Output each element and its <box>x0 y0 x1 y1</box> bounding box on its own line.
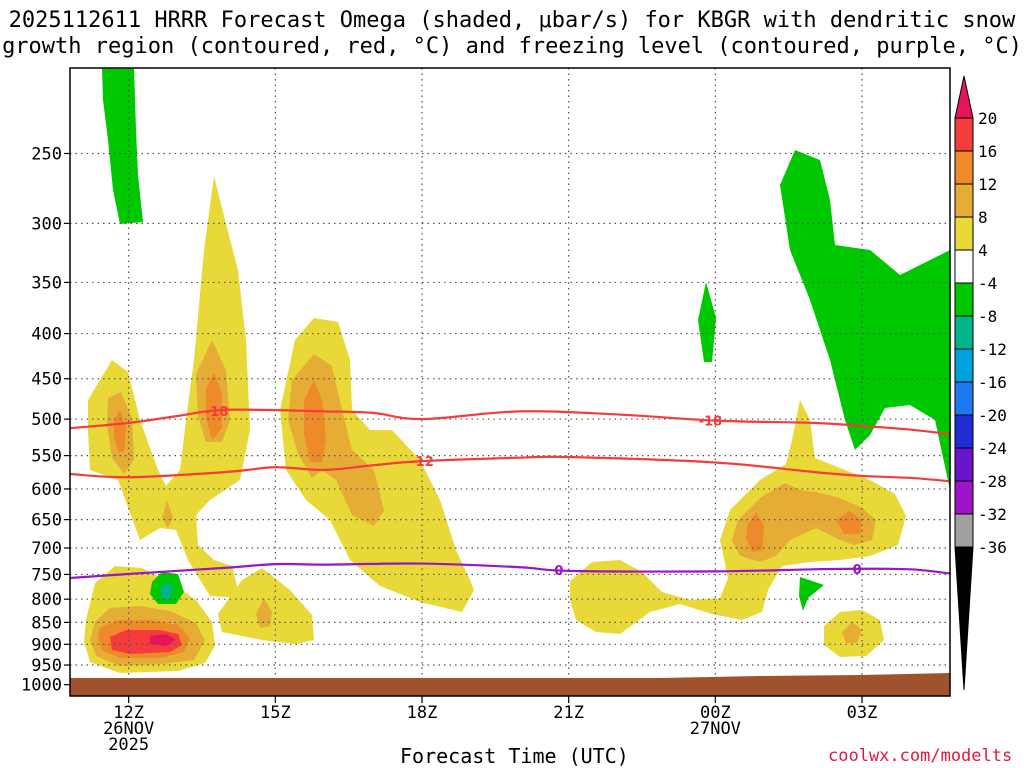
omega-region-dark-orange <box>304 380 326 462</box>
chart-title-line-2: growth region (contoured, red, °C) and f… <box>2 34 1022 59</box>
y-tick-label: 800 <box>31 590 62 610</box>
terrain-ground <box>70 673 950 696</box>
omega-region-green <box>698 282 716 362</box>
chart-title-line-1: 2025112611 HRRR Forecast Omega (shaded, … <box>8 8 1016 33</box>
y-tick-label: 350 <box>31 273 62 293</box>
y-tick-label: 650 <box>31 511 62 531</box>
colorbar-swatch <box>954 282 974 317</box>
colorbar-swatch <box>954 150 974 185</box>
y-tick-label: 700 <box>31 539 62 559</box>
grid-lines <box>70 68 950 696</box>
y-tick-label: 450 <box>31 370 62 390</box>
x-tick-label: 18Z <box>407 703 438 723</box>
colorbar-label: -12 <box>978 340 1007 359</box>
y-tick-label: 600 <box>31 480 62 500</box>
colorbar-swatch <box>954 315 974 350</box>
omega-region-dark-orange <box>206 372 222 440</box>
colorbar-label: 16 <box>978 142 997 161</box>
plot-frame <box>69 67 951 697</box>
colorbar-label: 8 <box>978 208 988 227</box>
omega-region-orange <box>162 500 173 528</box>
temperature-contours: -18 -18 -12 0 0 <box>69 405 951 580</box>
x-tick-label: 03Z <box>847 703 878 723</box>
colorbar-swatch <box>954 348 974 383</box>
colorbar-label: -8 <box>978 307 997 326</box>
colorbar-swatch <box>954 216 974 251</box>
colorbar-label: 20 <box>978 109 997 128</box>
omega-shading <box>84 68 950 673</box>
contour-label: 0 <box>554 564 563 579</box>
colorbar-label: 12 <box>978 175 997 194</box>
y-tick-label: 750 <box>31 565 62 585</box>
colorbar: 20 16 12 8 4 -4 -8 -12 -16 -20 -24 -28 -32 -36 <box>954 75 1007 691</box>
colorbar-label: -36 <box>978 538 1007 557</box>
colorbar-label: -32 <box>978 505 1007 524</box>
colorbar-label: -4 <box>978 274 997 293</box>
y-tick-label: 400 <box>31 325 62 345</box>
x-tick-label: 15Z <box>260 703 291 723</box>
y-tick-label: 1000 <box>21 676 62 696</box>
omega-region-green <box>799 577 824 611</box>
x-tick-label: 00Z <box>700 703 731 723</box>
contour-label: -18 <box>205 405 229 420</box>
colorbar-swatch <box>954 183 974 218</box>
x-tick-label: 12Z <box>113 703 144 723</box>
colorbar-label: -28 <box>978 472 1007 491</box>
x-tick-label: 2025 <box>108 735 149 755</box>
colorbar-label: -16 <box>978 373 1007 392</box>
omega-region-magenta <box>150 634 176 646</box>
x-tick-label: 27NOV <box>690 719 741 739</box>
omega-region-green <box>780 150 950 490</box>
y-axis: 2503003504004505005506006507007508008509… <box>21 144 70 696</box>
x-axis-label: Forecast Time (UTC) <box>400 744 629 768</box>
colorbar-label: 4 <box>978 241 988 260</box>
omega-region-orange <box>732 483 876 562</box>
omega-region-orange <box>842 622 862 643</box>
omega-region-yellow <box>570 400 906 634</box>
colorbar-swatch <box>954 381 974 416</box>
contour-label: -12 <box>410 455 434 470</box>
colorbar-arrow-bottom <box>954 546 974 691</box>
credit-link[interactable]: coolwx.com/modelts <box>828 746 1013 766</box>
colorbar-swatch <box>954 513 974 548</box>
colorbar-label: -24 <box>978 439 1007 458</box>
omega-region-orange <box>256 598 272 628</box>
colorbar-swatch <box>954 117 974 152</box>
y-tick-label: 850 <box>31 613 62 633</box>
colorbar-swatch <box>954 447 974 482</box>
y-tick-label: 250 <box>31 144 62 164</box>
contour-line <box>69 455 951 483</box>
contour-label: -18 <box>699 414 723 429</box>
colorbar-swatch <box>954 480 974 515</box>
y-tick-label: 500 <box>31 410 62 430</box>
colorbar-swatch <box>954 414 974 449</box>
colorbar-arrow-top <box>954 75 974 119</box>
y-tick-label: 900 <box>31 635 62 655</box>
omega-region-dark-orange <box>114 410 126 452</box>
x-tick-label: 21Z <box>553 703 584 723</box>
y-tick-label: 300 <box>31 214 62 234</box>
contour-line <box>69 562 951 580</box>
x-tick-label: 26NOV <box>103 719 154 739</box>
y-tick-label: 950 <box>31 656 62 676</box>
contour-label: 0 <box>853 563 862 578</box>
omega-region-dark-orange <box>836 511 862 534</box>
omega-region-dark-orange <box>746 512 764 552</box>
colorbar-label: -20 <box>978 406 1007 425</box>
omega-region-green <box>102 68 143 224</box>
colorbar-swatch <box>954 249 974 284</box>
contour-line <box>69 408 951 436</box>
omega-region-teal <box>160 582 174 600</box>
y-tick-label: 550 <box>31 447 62 467</box>
